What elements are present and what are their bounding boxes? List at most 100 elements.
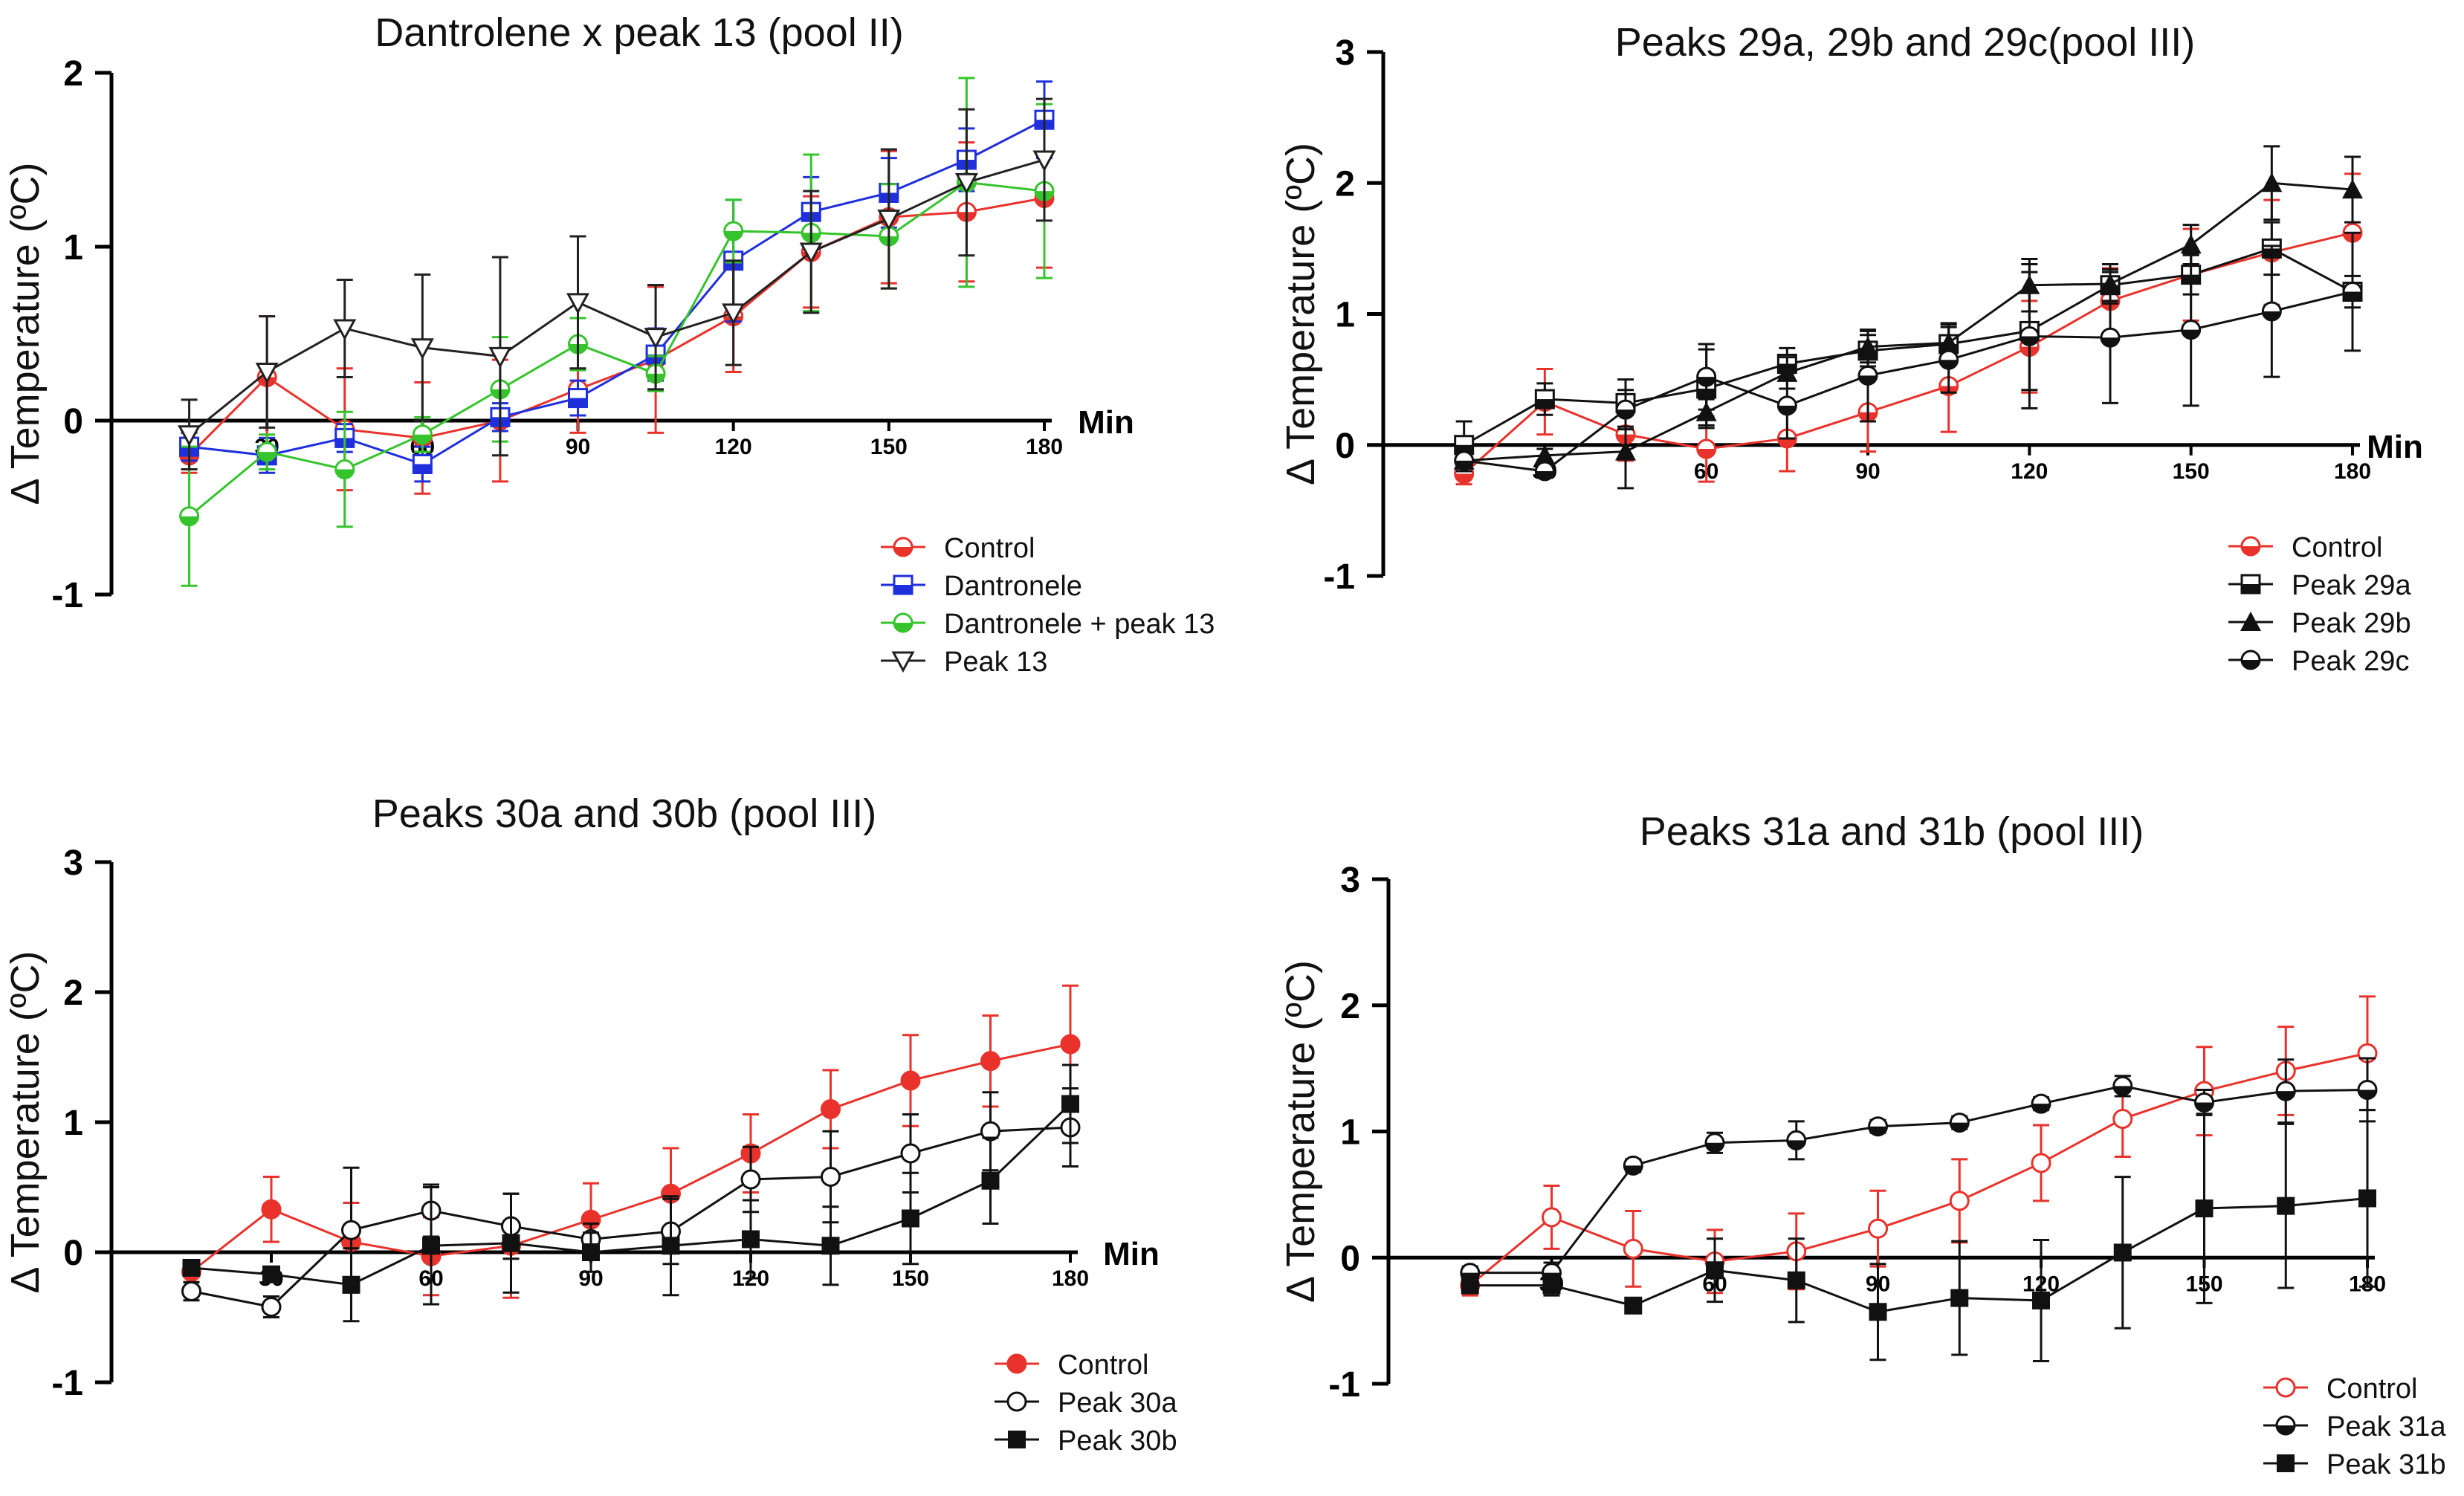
data-point	[954, 172, 978, 195]
data-point	[488, 346, 512, 369]
chart-title: Dantrolene x peak 13 (pool II)	[375, 10, 903, 55]
data-point	[2112, 1109, 2133, 1130]
y-tick-label: 0	[1340, 1239, 1360, 1278]
series-line	[1464, 291, 2353, 473]
chart-title: Peaks 31a and 31b (pool III)	[1640, 809, 2144, 854]
x-tick-label: 90	[566, 435, 590, 459]
data-point	[900, 1070, 921, 1091]
legend-entry: Peak 13	[881, 647, 1047, 678]
data-point	[2194, 1092, 2214, 1113]
y-axis-label: Δ Temperature (ºC)	[3, 951, 48, 1294]
data-point	[1938, 349, 1959, 370]
data-point	[179, 506, 200, 527]
data-point	[1696, 438, 1717, 459]
data-point	[334, 459, 355, 480]
data-point	[181, 1281, 201, 1301]
legend-label: Peak 29b	[2292, 608, 2411, 639]
data-point	[2195, 1199, 2214, 1218]
data-point	[261, 1199, 282, 1220]
data-point	[740, 1169, 761, 1190]
data-point	[2019, 326, 2040, 346]
legend-marker	[2275, 1415, 2296, 1436]
legend-entry: Peak 31a	[2263, 1411, 2446, 1442]
y-tick-label: 3	[1340, 861, 1360, 900]
data-point	[2031, 1153, 2051, 1173]
y-tick-label: 2	[63, 54, 83, 94]
chart-title: Peaks 30a and 30b (pool III)	[372, 791, 876, 836]
data-point	[1869, 1303, 1887, 1321]
series-line	[191, 1126, 1071, 1309]
legend-entry: Peak 30a	[995, 1387, 1177, 1419]
data-point	[1542, 1276, 1561, 1295]
data-point	[1696, 366, 1717, 387]
series-line	[1464, 181, 2353, 462]
data-point	[900, 1143, 921, 1164]
y-tick-label: -1	[1328, 1365, 1360, 1405]
data-point	[2342, 282, 2363, 302]
data-point	[2261, 301, 2282, 322]
data-point	[1623, 1238, 1643, 1259]
data-point	[722, 303, 746, 326]
legend-marker	[2240, 650, 2261, 670]
data-point	[1542, 1207, 1562, 1228]
data-point	[2358, 1189, 2376, 1208]
legend-entry: Peak 30b	[995, 1425, 1177, 1457]
legend-label: Peak 31b	[2326, 1449, 2446, 1480]
data-point	[2275, 1081, 2296, 1101]
data-point	[182, 1259, 201, 1277]
data-point	[255, 362, 279, 384]
data-point	[1534, 389, 1555, 409]
legend-marker	[893, 574, 914, 595]
legend-label: Peak 30b	[1058, 1425, 1177, 1457]
data-point	[2277, 1197, 2295, 1215]
legend-label: Control	[2292, 532, 2383, 563]
data-point	[1949, 1113, 1970, 1133]
data-point	[341, 1220, 361, 1240]
series-line	[188, 197, 1045, 456]
legend-entry: Peak 29a	[2228, 570, 2411, 601]
data-point	[1061, 1095, 1079, 1113]
data-point	[1060, 1034, 1081, 1055]
data-point	[1950, 1289, 1969, 1307]
y-tick-label: 0	[63, 1234, 83, 1273]
data-point	[1615, 441, 1636, 461]
data-point	[1868, 1218, 1888, 1239]
legend-label: Peak 30a	[1058, 1387, 1177, 1419]
y-tick-label: 2	[1340, 987, 1360, 1026]
series-peak-13	[178, 97, 1056, 471]
y-axis-label: Δ Temperature (ºC)	[3, 163, 48, 505]
legend-marker	[2240, 612, 2261, 631]
legend-marker	[893, 612, 914, 633]
chart-panel-3: Peaks 30a and 30b (pool III) -1 0 1 2 3 Δ Temp…	[3, 791, 1177, 1457]
data-point	[582, 1243, 600, 1261]
series-control	[179, 127, 1055, 495]
x-tick-label: 150	[892, 1266, 929, 1291]
data-point	[1857, 365, 1878, 386]
data-point	[410, 338, 434, 360]
y-tick-label: 3	[1335, 33, 1355, 73]
data-point	[821, 1099, 841, 1119]
legend: Control Peak 29a Peak 29b Peak 29c	[2228, 532, 2411, 677]
data-point	[1776, 395, 1797, 416]
data-point	[2261, 238, 2282, 259]
data-point	[1534, 444, 1556, 464]
legend-entry: Peak 31b	[2263, 1449, 2446, 1480]
data-point	[2100, 327, 2121, 348]
y-tick-label: 0	[63, 402, 83, 441]
chart-panel-2: Peaks 29a, 29b and 29c(pool III) -1 0 1 2 3 Δ …	[1278, 20, 2423, 677]
data-point	[2181, 320, 2202, 340]
data-point	[981, 1171, 1000, 1190]
data-point	[821, 1167, 841, 1187]
series-line	[188, 181, 1045, 517]
data-point	[412, 424, 433, 445]
data-point	[2112, 1075, 2133, 1096]
series-dantronele-peak-13	[179, 77, 1055, 587]
data-point	[1624, 1296, 1643, 1315]
y-axis-label: Δ Temperature (ºC)	[1278, 143, 1323, 485]
legend-entry: Control	[2263, 1373, 2418, 1405]
series-line	[1463, 247, 2353, 447]
chart-panel-1: Dantrolene x peak 13 (pool II) -1 0 1 2 Δ Tem…	[3, 10, 1215, 678]
x-axis-label: Min	[1103, 1236, 1160, 1272]
y-tick-label: 1	[63, 228, 83, 268]
